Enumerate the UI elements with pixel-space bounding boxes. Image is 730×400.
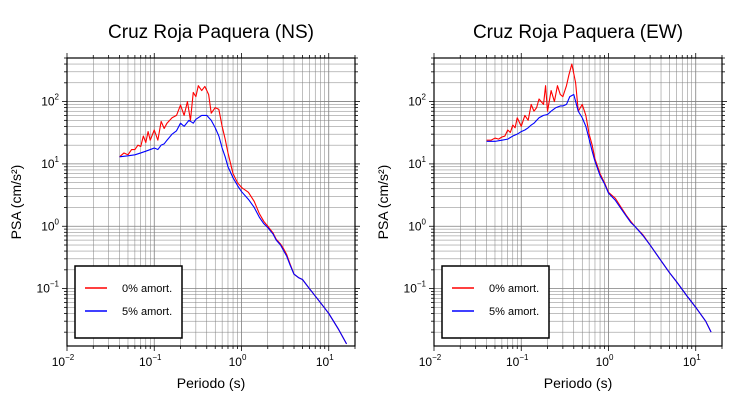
tick-base: 10: [41, 95, 55, 109]
tick-exponent: −2: [432, 353, 442, 362]
tick-base: 10: [41, 157, 55, 171]
x-tick-label: 101: [683, 353, 701, 369]
legend-label: 0% amort.: [122, 283, 172, 295]
chart-title: Cruz Roja Paquera (NS): [108, 22, 314, 43]
y-tick-label: 100: [41, 217, 59, 233]
legend-box: [441, 265, 550, 339]
tick-exponent: −2: [65, 353, 75, 362]
tick-base: 10: [229, 355, 243, 369]
tick-base: 10: [419, 355, 433, 369]
legend: 0% amort. 5% amort.: [441, 265, 550, 339]
tick-base: 10: [408, 219, 422, 233]
series-line-undamped: [119, 85, 348, 345]
tick-exponent: −1: [50, 280, 60, 289]
tick-base: 10: [404, 282, 418, 296]
y-tick-label: 101: [41, 155, 59, 171]
plot-frame: [433, 57, 723, 347]
x-tick-label: 10−1: [506, 353, 529, 369]
tick-base: 10: [596, 355, 610, 369]
series-line-damped: [119, 114, 348, 345]
series-line-damped: [486, 93, 712, 333]
tick-exponent: 1: [329, 353, 334, 362]
chart-title: Cruz Roja Paquera (EW): [473, 22, 683, 43]
tick-base: 10: [52, 355, 66, 369]
y-tick-label: 102: [41, 93, 59, 109]
tick-base: 10: [37, 282, 51, 296]
tick-exponent: 1: [55, 155, 60, 164]
tick-exponent: 1: [422, 155, 427, 164]
tick-exponent: 1: [696, 353, 701, 362]
tick-base: 10: [506, 355, 520, 369]
tick-exponent: 2: [55, 93, 60, 102]
tick-exponent: −1: [152, 353, 162, 362]
x-tick-label: 101: [316, 353, 334, 369]
y-axis-label: PSA (cm/s²): [375, 165, 391, 240]
y-tick-label: 101: [408, 155, 426, 171]
x-tick-label: 10−2: [419, 353, 442, 369]
tick-base: 10: [408, 95, 422, 109]
legend-label: 0% amort.: [489, 283, 539, 295]
tick-exponent: 2: [422, 93, 427, 102]
y-tick-label: 10−1: [404, 280, 427, 296]
tick-exponent: −1: [417, 280, 427, 289]
y-tick-label: 100: [408, 217, 426, 233]
plot-frame: [66, 57, 356, 347]
tick-exponent: 0: [422, 217, 427, 226]
legend-label: 5% amort.: [489, 306, 539, 318]
x-axis-label: Periodo (s): [544, 375, 612, 391]
y-tick-label: 10−1: [37, 280, 60, 296]
x-tick-label: 10−2: [52, 353, 75, 369]
tick-base: 10: [408, 157, 422, 171]
tick-base: 10: [41, 219, 55, 233]
x-axis-label: Periodo (s): [177, 375, 245, 391]
legend-label: 5% amort.: [122, 306, 172, 318]
tick-exponent: 0: [242, 353, 247, 362]
legend: 0% amort. 5% amort.: [74, 265, 183, 339]
tick-base: 10: [316, 355, 330, 369]
x-tick-label: 100: [229, 353, 247, 369]
y-axis-label: PSA (cm/s²): [8, 165, 24, 240]
legend-box: [74, 265, 183, 339]
x-tick-label: 10−1: [139, 353, 162, 369]
tick-exponent: 0: [55, 217, 60, 226]
tick-base: 10: [139, 355, 153, 369]
x-tick-label: 100: [596, 353, 614, 369]
y-tick-label: 102: [408, 93, 426, 109]
tick-base: 10: [683, 355, 697, 369]
tick-exponent: −1: [519, 353, 529, 362]
tick-exponent: 0: [609, 353, 614, 362]
